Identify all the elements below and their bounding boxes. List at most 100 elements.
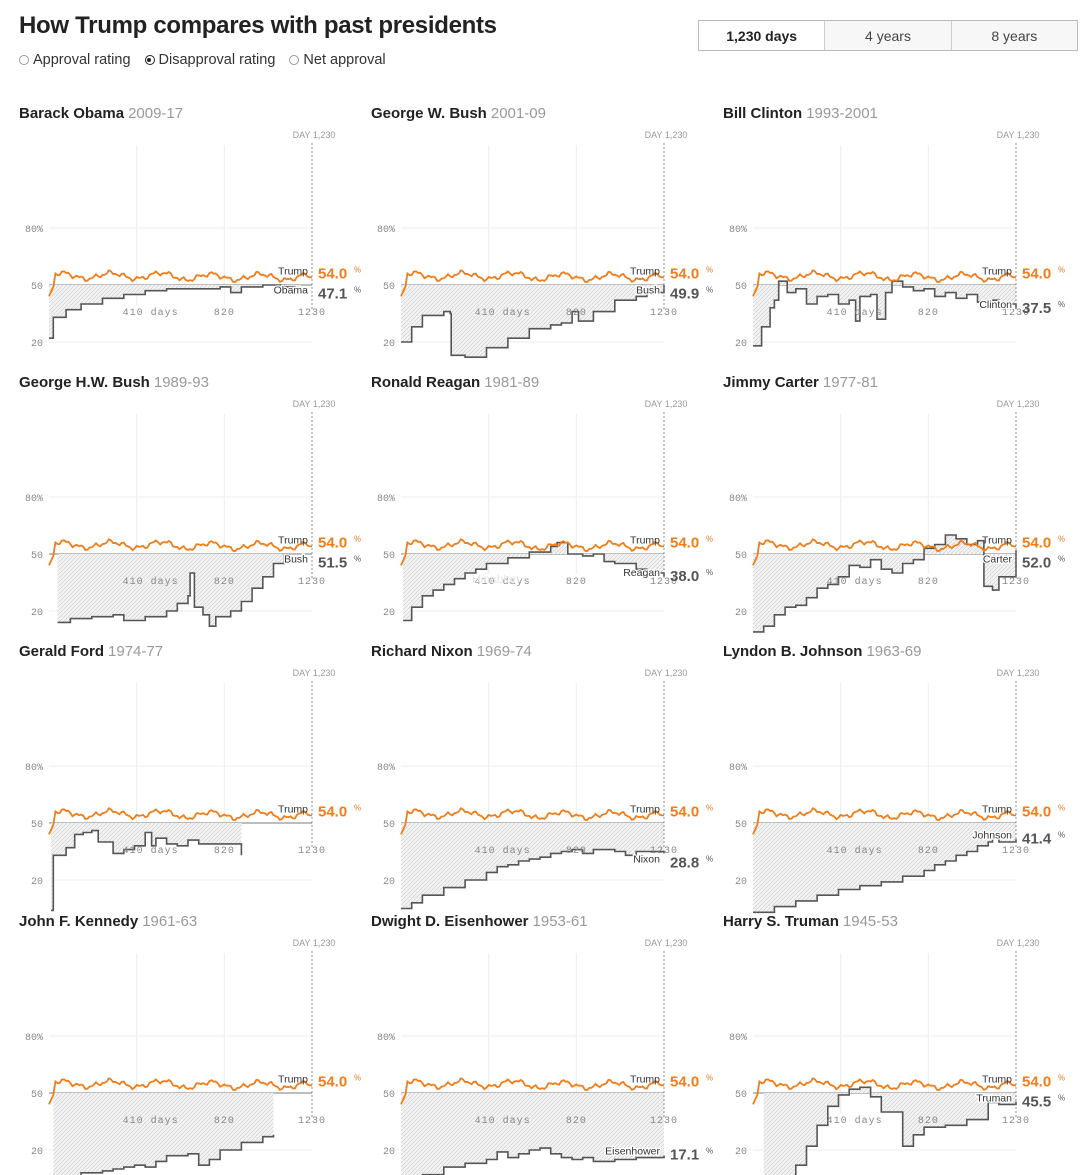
disapproval-line-chart: DAY 1,230 80% 50 20 410 days 820 1230 Trump 54.0…	[25, 668, 361, 912]
president-label: Bush	[284, 553, 308, 565]
day-marker-label: DAY 1,230	[997, 668, 1040, 678]
president-name: George W. Bush 2001-09	[371, 105, 546, 122]
y-tick-label: 20	[735, 877, 747, 888]
x-tick-label: 1230	[298, 846, 326, 857]
x-tick-label: 820	[566, 1116, 587, 1127]
trump-value: 54.0	[670, 534, 699, 551]
x-tick-label: 1230	[1002, 308, 1030, 319]
president-label: Carter	[983, 553, 1013, 565]
y-tick-label: 80%	[25, 763, 43, 774]
segment-8-years[interactable]: 8 years	[950, 21, 1077, 50]
x-tick-label: 1230	[1002, 846, 1030, 857]
radio-disapproval[interactable]: Disapproval rating	[144, 52, 275, 68]
metric-radio-group[interactable]: Approval rating Disapproval rating Net a…	[19, 52, 386, 68]
disapproval-line-chart: DAY 1,230 80% 50 20 410 days 820 1230 Trump 54.0…	[25, 130, 361, 350]
trump-value: 54.0	[1022, 803, 1051, 820]
president-name-text: Harry S. Truman	[723, 913, 839, 930]
trump-value: 54.0	[1022, 265, 1051, 282]
president-label: Eisenhower	[605, 1146, 660, 1158]
radio-net-approval[interactable]: Net approval	[289, 52, 386, 68]
difference-area	[401, 1093, 664, 1175]
y-tick-label: 50	[31, 282, 43, 293]
y-tick-label: 80%	[377, 763, 395, 774]
trump-disapproval-line	[752, 269, 1016, 297]
y-tick-label: 50	[383, 282, 395, 293]
president-name-text: Richard Nixon	[371, 643, 473, 660]
y-tick-label: 50	[31, 1090, 43, 1101]
x-tick-label: 410 days	[827, 1115, 883, 1127]
president-years: 1961-63	[142, 913, 198, 930]
trump-disapproval-line	[752, 1077, 1016, 1105]
president-years: 1945-53	[842, 913, 898, 930]
radio-approval[interactable]: Approval rating	[19, 52, 131, 68]
x-tick-label: 410 days	[827, 307, 883, 319]
trump-percent-sign: %	[354, 534, 361, 543]
radio-selected-icon[interactable]	[144, 55, 155, 65]
day-marker-label: DAY 1,230	[293, 668, 336, 678]
y-tick-label: 20	[735, 339, 747, 350]
trump-disapproval-line	[48, 1077, 312, 1105]
president-percent-sign: %	[706, 854, 713, 863]
president-percent-sign: %	[354, 285, 361, 294]
trump-percent-sign: %	[1058, 265, 1065, 274]
trump-percent-sign: %	[354, 265, 361, 274]
disapproval-line-chart: DAY 1,230 80% 50 20 410 days 820 1230 Trump 54.0…	[377, 938, 713, 1175]
president-label: Bush	[636, 284, 660, 296]
trump-percent-sign: %	[706, 534, 713, 543]
president-name: Jimmy Carter 1977-81	[723, 374, 878, 391]
president-years: 1989-93	[153, 374, 209, 391]
trump-value: 54.0	[670, 1073, 699, 1090]
president-value: 38.0	[670, 568, 699, 585]
disapproval-line-chart: DAY 1,230 80% 50 20 410 days 820 1230 Trump 54.0…	[729, 938, 1065, 1175]
president-chart-panel: Jimmy Carter 1977-81 DAY 1,230 80% 50 20 410 d…	[723, 374, 1078, 634]
trump-label: Trump	[278, 534, 308, 546]
day-marker-label: DAY 1,230	[997, 938, 1040, 948]
president-label: Truman	[976, 1092, 1012, 1104]
time-range-segmented-control[interactable]: 1,230 days 4 years 8 years	[698, 20, 1078, 51]
trump-label: Trump	[278, 265, 308, 277]
trump-disapproval-line	[400, 1077, 664, 1105]
y-tick-label: 20	[735, 1147, 747, 1158]
x-tick-label: 820	[918, 308, 939, 319]
radio-circle-icon[interactable]	[19, 55, 29, 65]
president-chart-panel: George W. Bush 2001-09 DAY 1,230 80% 50 20 410…	[371, 105, 726, 365]
president-percent-sign: %	[354, 554, 361, 563]
president-label: Clinton	[979, 299, 1012, 311]
segment-1230-days[interactable]: 1,230 days	[699, 21, 825, 50]
president-value: 47.1	[318, 285, 347, 302]
trump-label: Trump	[630, 265, 660, 277]
y-tick-label: 80%	[25, 1033, 43, 1044]
president-name-text: Bill Clinton	[723, 105, 803, 122]
y-tick-label: 80%	[377, 1033, 395, 1044]
president-disapproval-line	[753, 534, 1017, 633]
president-chart-panel: Ronald Reagan 1981-89 DAY 1,230 80% 50 20 410 …	[371, 374, 726, 634]
trump-value: 54.0	[670, 265, 699, 282]
president-name: Bill Clinton 1993-2001	[723, 105, 878, 122]
difference-area	[57, 554, 285, 627]
trump-percent-sign: %	[706, 803, 713, 812]
trump-label: Trump	[982, 265, 1012, 277]
president-name-text: John F. Kennedy	[19, 913, 139, 930]
x-tick-label: 820	[918, 577, 939, 588]
trump-label: Trump	[630, 534, 660, 546]
x-tick-label: 410 days	[123, 845, 179, 857]
x-tick-label: 410 days	[475, 576, 531, 588]
president-name-text: George W. Bush	[371, 105, 487, 122]
x-tick-label: 820	[214, 1116, 235, 1127]
y-tick-label: 20	[383, 608, 395, 619]
president-name-text: Ronald Reagan	[371, 374, 481, 391]
trump-percent-sign: %	[354, 803, 361, 812]
disapproval-line-chart: DAY 1,230 80% 50 20 410 days 820 1230 Trump 54.0…	[25, 938, 361, 1175]
segment-4-years[interactable]: 4 years	[824, 21, 951, 50]
president-disapproval-line	[401, 285, 665, 358]
president-value: 49.9	[670, 285, 699, 302]
president-value: 51.5	[318, 554, 347, 571]
day-marker-label: DAY 1,230	[293, 938, 336, 948]
trump-value: 54.0	[670, 803, 699, 820]
radio-circle-icon[interactable]	[289, 55, 300, 65]
y-tick-label: 80%	[729, 763, 747, 774]
president-name-text: Dwight D. Eisenhower	[371, 913, 529, 930]
trump-percent-sign: %	[1058, 803, 1065, 812]
watermark: Hinablan	[472, 572, 520, 586]
president-years: 2001-09	[490, 105, 546, 122]
